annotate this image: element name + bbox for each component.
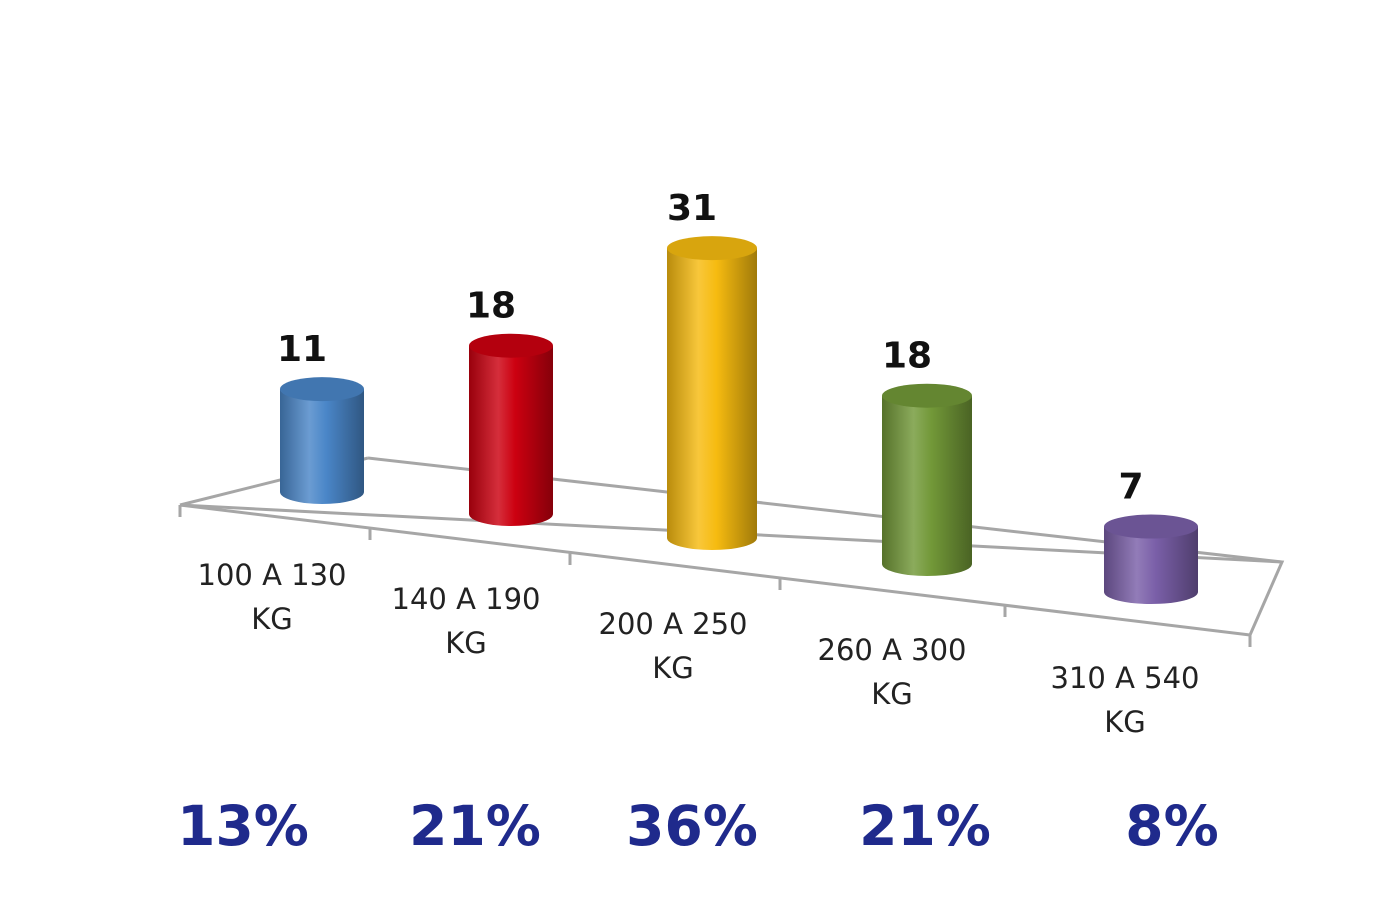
bar-body bbox=[882, 395, 972, 576]
bar-1 bbox=[280, 377, 364, 504]
bar-top bbox=[1104, 514, 1198, 539]
value-label: 7 bbox=[1118, 467, 1143, 508]
bar-4 bbox=[882, 383, 972, 576]
bar-5 bbox=[1104, 514, 1198, 604]
percent-label: 21% bbox=[409, 794, 541, 858]
category-labels: 100 A 130 KG 140 A 190 KG 200 A 250 KG 260 A 3… bbox=[198, 558, 1200, 739]
bar-top bbox=[280, 377, 364, 402]
percent-label: 13% bbox=[177, 794, 309, 858]
category-label: 260 A 300 KG bbox=[818, 633, 967, 711]
bar-top bbox=[469, 333, 553, 358]
value-labels: 11 18 31 18 7 bbox=[277, 188, 1144, 507]
value-label: 18 bbox=[466, 286, 516, 327]
percent-label: 21% bbox=[859, 794, 991, 858]
bar-top bbox=[667, 236, 757, 261]
category-label: 100 A 130 KG bbox=[198, 558, 347, 636]
bar-3 bbox=[667, 236, 757, 550]
bar-top bbox=[882, 383, 972, 408]
value-label: 31 bbox=[667, 188, 717, 229]
category-label: 310 A 540 KG bbox=[1051, 661, 1200, 739]
percent-label: 8% bbox=[1125, 794, 1218, 858]
x-axis-front-edge bbox=[179, 503, 1251, 637]
x-axis-ticks bbox=[178, 505, 1252, 647]
value-label: 18 bbox=[882, 336, 932, 377]
category-label: 140 A 190 KG bbox=[392, 582, 541, 660]
bar-body bbox=[469, 345, 553, 526]
category-label: 200 A 250 KG bbox=[599, 607, 748, 685]
bar-body bbox=[667, 248, 757, 550]
bar-2 bbox=[469, 333, 553, 526]
percent-label: 36% bbox=[626, 794, 758, 858]
bars bbox=[280, 236, 1198, 604]
value-label: 11 bbox=[277, 329, 327, 370]
bar-body bbox=[1104, 526, 1198, 604]
percent-labels: 13% 21% 36% 21% 8% bbox=[177, 794, 1219, 858]
bar-body bbox=[280, 389, 364, 504]
